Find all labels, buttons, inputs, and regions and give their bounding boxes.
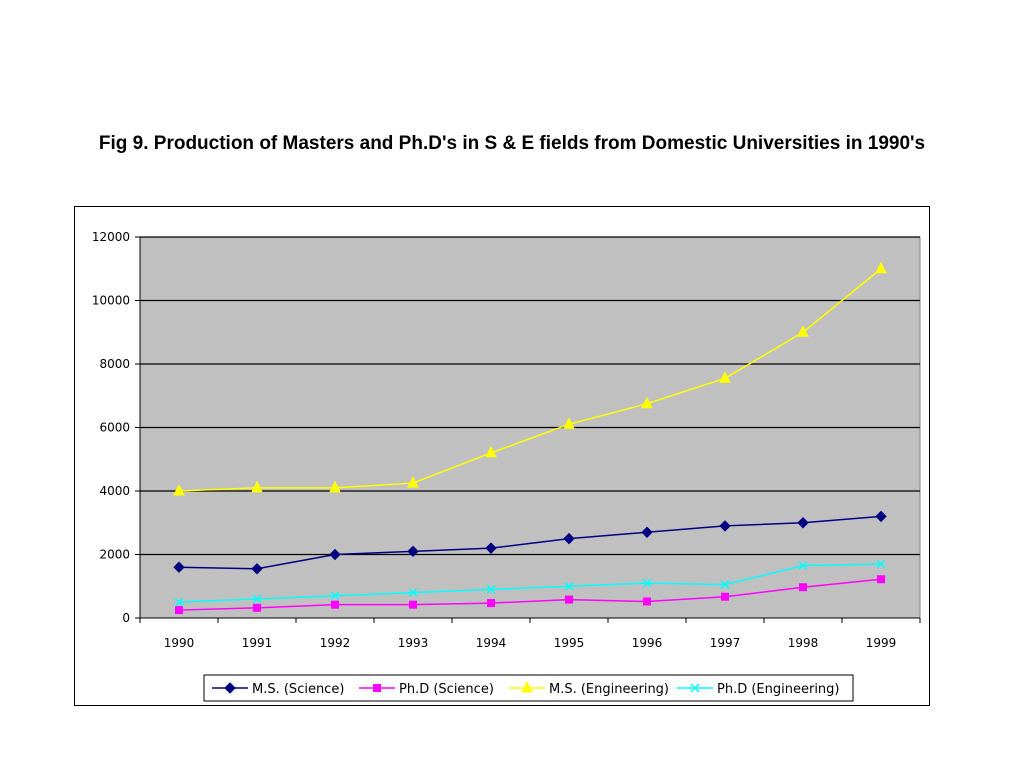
data-point [174,597,184,607]
data-point [564,581,574,591]
axes: 0 2000 4000 6000 8000 10000 12000 1990 1991 1992 1… [92,230,921,650]
data-point [408,588,418,598]
data-point [173,561,185,573]
data-point [485,445,497,458]
data-point [641,526,653,538]
y-tick-label: 8000 [99,357,130,371]
legend-entry: M.S. (Engineering) [509,680,669,697]
data-point [175,606,183,615]
chart-title: Fig 9. Production of Masters and Ph.D's … [98,133,926,154]
x-tick-label: 1999 [866,636,897,650]
series-line [178,515,882,570]
x-tick-label: 1995 [554,636,585,650]
series [173,261,887,496]
data-point [251,480,263,493]
data-point [329,548,341,561]
x-tick-label: 1998 [788,636,819,650]
legend: M.S. (Science) Ph.D (Science) M.S. (Engine… [203,674,854,702]
plot-area [139,236,921,619]
data-point [643,597,651,606]
data-point [330,591,340,601]
data-point [876,559,886,569]
data-point [331,600,339,609]
data-point [563,532,575,545]
data-point [521,680,533,693]
data-point [797,325,809,337]
legend-label: Ph.D (Science) [399,682,494,697]
data-point [252,594,262,604]
data-point [486,584,496,594]
data-point [565,595,573,604]
data-point [251,563,263,575]
legend-label: M.S. (Engineering) [549,682,669,697]
y-tick-label: 10000 [92,294,130,308]
data-point [642,578,652,588]
legend-label: Ph.D (Engineering) [717,682,840,697]
x-tick-label: 1990 [164,636,195,650]
legend-entry: Ph.D (Science) [359,682,494,697]
data-point [485,542,497,554]
data-point [224,682,236,694]
series-line [178,578,882,611]
series-line [178,268,882,492]
data-point [409,600,417,609]
data-point [875,510,887,523]
x-tick-label: 1993 [398,636,429,650]
legend-entry: Ph.D (Engineering) [677,682,840,697]
legend-label: M.S. (Science) [252,682,344,697]
series-line [178,563,882,603]
legend-entry: M.S. (Science) [212,682,344,697]
legend-box [203,674,854,702]
data-point [721,592,729,601]
y-tick-label: 0 [122,611,130,625]
data-point [798,561,808,571]
data-point [407,545,419,558]
data-point [487,599,495,608]
series-group [173,261,887,615]
data-point [720,580,730,590]
x-tick-label: 1992 [320,636,351,650]
data-point [797,517,809,529]
y-tick-label: 4000 [99,484,130,498]
data-point [877,575,885,584]
series [173,510,887,575]
x-tick-label: 1994 [476,636,507,650]
data-point [719,520,731,532]
data-point [407,475,419,488]
x-tick-label: 1997 [710,636,741,650]
data-point [690,683,700,693]
x-tick-label: 1996 [632,636,663,650]
data-point [563,417,575,429]
series [174,559,886,607]
y-tick-label: 6000 [99,421,130,435]
y-tick-label: 2000 [99,548,130,562]
data-point [329,480,341,493]
x-tick-label: 1991 [242,636,273,650]
data-point [875,261,887,274]
data-point [719,371,731,383]
data-point [253,603,261,612]
data-point [641,396,653,409]
data-point [173,483,185,496]
series [175,575,885,615]
y-tick-label: 12000 [92,230,130,244]
data-point [799,583,807,592]
data-point [373,684,381,692]
